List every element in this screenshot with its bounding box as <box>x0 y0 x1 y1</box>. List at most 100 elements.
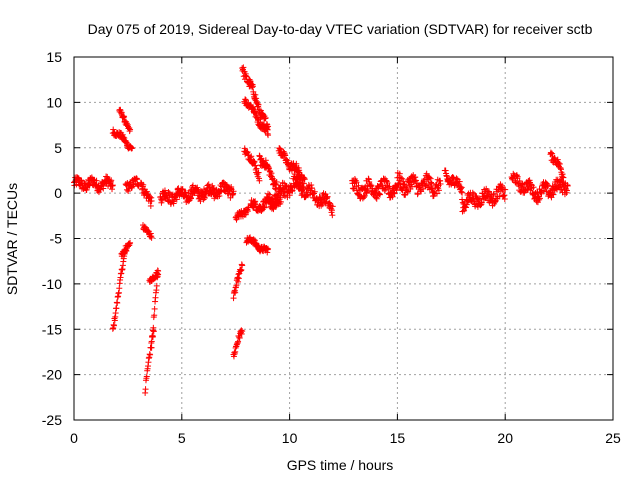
data-point <box>502 186 509 193</box>
data-point <box>179 185 186 192</box>
y-tick-label: -20 <box>42 367 62 383</box>
data-point <box>544 182 551 189</box>
data-point <box>140 181 147 188</box>
data-point <box>300 180 307 187</box>
data-point <box>399 175 406 182</box>
data-point <box>173 196 180 203</box>
data-point <box>248 153 255 160</box>
data-point <box>238 266 245 273</box>
data-point <box>404 189 411 196</box>
data-point <box>396 170 403 177</box>
x-axis-label: GPS time / hours <box>287 457 394 473</box>
data-point <box>187 195 194 202</box>
data-point <box>129 145 136 152</box>
data-point <box>142 386 149 393</box>
data-point <box>258 155 265 162</box>
data-points <box>71 64 571 396</box>
data-point <box>127 239 134 246</box>
data-point <box>143 373 150 380</box>
data-point <box>240 64 247 71</box>
data-point <box>246 76 253 83</box>
data-point <box>500 192 507 199</box>
y-tick-label: -15 <box>42 321 62 337</box>
data-point <box>148 197 155 204</box>
data-point <box>265 132 272 139</box>
data-point <box>261 204 268 211</box>
x-tick-label: 25 <box>605 430 621 446</box>
data-point <box>324 193 331 200</box>
data-point <box>151 305 158 312</box>
data-point <box>252 108 259 115</box>
chart-title: Day 075 of 2019, Sidereal Day-to-day VTE… <box>88 21 593 37</box>
data-point <box>113 305 120 312</box>
data-point <box>230 295 237 302</box>
data-point <box>256 177 263 184</box>
data-point <box>463 204 470 211</box>
data-point <box>458 184 465 191</box>
data-point <box>280 192 287 199</box>
y-axis-label: SDTVAR / TECUs <box>4 183 20 295</box>
data-point <box>286 192 293 199</box>
data-point <box>397 174 404 181</box>
data-point <box>265 245 272 252</box>
data-point <box>108 177 115 184</box>
data-point <box>262 157 269 164</box>
data-point <box>194 186 201 193</box>
data-point <box>469 189 476 196</box>
data-point <box>273 197 280 204</box>
data-point <box>456 178 463 185</box>
data-point <box>153 282 160 289</box>
data-point <box>230 188 237 195</box>
data-point <box>355 182 362 189</box>
data-point <box>560 174 567 181</box>
grid <box>74 57 613 420</box>
data-point <box>127 126 134 133</box>
data-point <box>239 262 246 269</box>
data-point <box>261 121 268 128</box>
y-tick-label: 0 <box>54 185 62 201</box>
data-point <box>536 196 543 203</box>
data-point <box>255 101 262 108</box>
data-point <box>309 185 316 192</box>
data-point <box>329 203 336 210</box>
data-point <box>501 196 508 203</box>
data-point <box>353 179 360 186</box>
data-point <box>412 177 419 184</box>
data-point <box>437 180 444 187</box>
data-point <box>423 170 430 177</box>
data-point <box>459 189 466 196</box>
x-axis-tick-labels: 0 5 10 15 20 25 <box>70 430 621 446</box>
y-tick-label: -25 <box>42 412 62 428</box>
data-point <box>147 351 154 358</box>
data-point <box>93 177 100 184</box>
data-point <box>114 299 121 306</box>
x-tick-label: 15 <box>390 430 406 446</box>
data-point <box>161 187 168 194</box>
data-point <box>205 181 212 188</box>
data-point <box>150 324 157 331</box>
data-point <box>381 187 388 194</box>
data-point <box>235 278 242 285</box>
data-point <box>152 294 159 301</box>
data-point <box>536 195 543 202</box>
y-tick-label: -10 <box>42 276 62 292</box>
data-point <box>232 289 239 296</box>
y-axis-tick-labels: -25 -20 -15 -10 -5 0 5 10 15 <box>42 49 62 428</box>
data-point <box>391 190 398 197</box>
y-tick-label: 15 <box>46 49 62 65</box>
data-point <box>389 193 396 200</box>
data-point <box>100 185 107 192</box>
data-point <box>151 312 158 319</box>
data-point <box>111 322 118 329</box>
data-point <box>121 113 128 120</box>
x-tick-label: 20 <box>497 430 513 446</box>
data-point <box>253 165 260 172</box>
x-tick-label: 0 <box>70 430 78 446</box>
data-point <box>165 189 172 196</box>
data-point <box>428 179 435 186</box>
data-point <box>375 190 382 197</box>
x-tick-label: 10 <box>282 430 298 446</box>
data-point <box>294 174 301 181</box>
data-point <box>426 174 433 181</box>
